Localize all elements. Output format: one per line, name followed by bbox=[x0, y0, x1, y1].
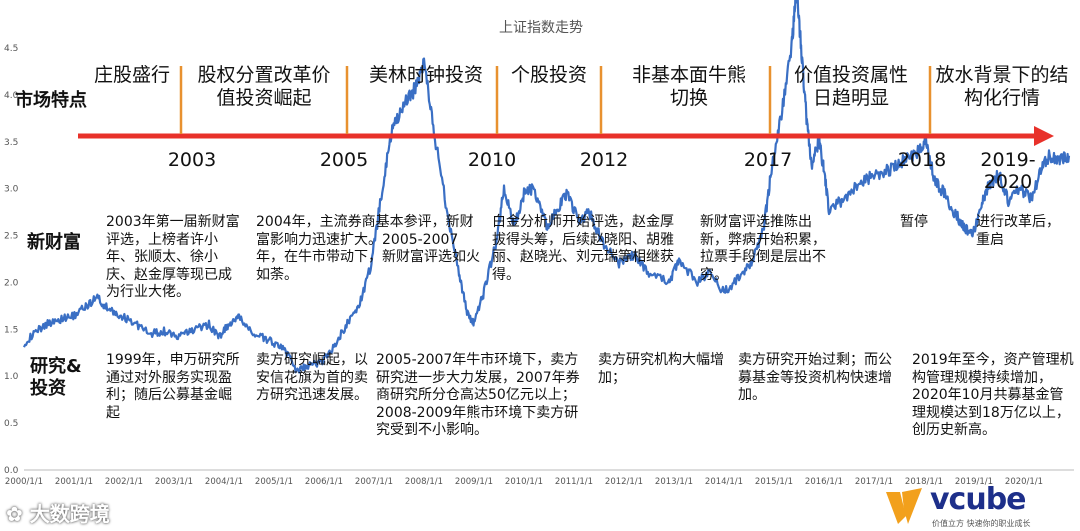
x-tick-label: 2010/1/1 bbox=[505, 477, 543, 487]
watermark-text: 大数跨境 bbox=[29, 502, 110, 526]
x-tick-label: 2012/1/1 bbox=[605, 477, 643, 487]
research-note: 卖方研究机构大幅增加； bbox=[598, 352, 724, 386]
series-line bbox=[23, 0, 1071, 374]
y-tick-label: 0.0 bbox=[4, 466, 19, 476]
chart-title: 上证指数走势 bbox=[499, 20, 583, 36]
y-axis: 0.0 0.5 1.0 1.5 2.0 2.5 3.0 3.5 4.0 4.5 bbox=[4, 44, 19, 476]
phase-label: 非基本面牛熊切换 bbox=[631, 64, 746, 109]
year-label: 2018 bbox=[897, 149, 947, 171]
x-tick-label: 2015/1/1 bbox=[755, 477, 793, 487]
year-label: 2017 bbox=[743, 149, 793, 171]
x-axis: 2000/1/1 2001/1/1 2002/1/1 2003/1/1 2004/1/1… bbox=[5, 477, 1043, 487]
brand-tagline: 价值立方 快速你的职业成长 bbox=[932, 519, 1031, 528]
y-tick-label: 1.5 bbox=[4, 325, 18, 335]
fortune-note: 暂停 bbox=[900, 214, 928, 230]
x-tick-label: 2020/1/1 bbox=[1005, 477, 1043, 487]
year-label: 2003 bbox=[167, 149, 217, 171]
year-label: 2019-2020 bbox=[980, 149, 1036, 193]
fortune-note: 进行改革后，重启 bbox=[976, 214, 1060, 248]
row-label-research: 研究&投资 bbox=[30, 356, 94, 400]
phase-label: 放水背景下的结构化行情 bbox=[935, 64, 1069, 109]
row-label-fortune: 新财富 bbox=[27, 232, 81, 253]
timeline-arrow bbox=[78, 126, 1054, 146]
research-note: 卖方研究崛起，以安信花旗为首的卖方研究迅速发展。 bbox=[256, 352, 368, 403]
watermark-logo: ✿ 大数跨境 bbox=[6, 498, 110, 527]
x-tick-label: 2003/1/1 bbox=[155, 477, 193, 487]
x-tick-label: 2007/1/1 bbox=[355, 477, 393, 487]
research-note: 1999年，申万研究所通过对外服务实现盈利；随后公募基金崛起 bbox=[106, 352, 240, 421]
year-label: 2005 bbox=[319, 149, 369, 171]
y-tick-label: 2.0 bbox=[4, 278, 19, 288]
x-tick-label: 2001/1/1 bbox=[55, 477, 93, 487]
x-tick-label: 2018/1/1 bbox=[905, 477, 943, 487]
research-note: 2019年至今，资产管理机构管理规模持续增加，2020年10月共募基金管理规模达… bbox=[912, 352, 1074, 438]
x-tick-label: 2011/1/1 bbox=[555, 477, 593, 487]
phase-label: 股权分置改革价值投资崛起 bbox=[197, 64, 331, 109]
y-tick-label: 4.5 bbox=[4, 44, 18, 54]
x-tick-label: 2019/1/1 bbox=[955, 477, 993, 487]
y-tick-label: 4.0 bbox=[4, 91, 19, 101]
x-tick-label: 2009/1/1 bbox=[455, 477, 493, 487]
x-tick-label: 2017/1/1 bbox=[855, 477, 893, 487]
x-tick-label: 2016/1/1 bbox=[805, 477, 843, 487]
brand-name: vcube bbox=[930, 482, 1027, 517]
x-tick-label: 2005/1/1 bbox=[255, 477, 293, 487]
row-label-market: 市场特点 bbox=[15, 90, 87, 111]
brand-mark-icon bbox=[886, 488, 922, 524]
phase-dividers bbox=[179, 66, 932, 134]
x-tick-label: 2000/1/1 bbox=[5, 477, 43, 487]
fortune-note: 新财富评选推陈出新，弊病开始积累，拉票手段倒是层出不穷。 bbox=[700, 214, 826, 283]
y-tick-label: 0.5 bbox=[4, 419, 18, 429]
fortune-note: 2004年，主流券商基本参评，新财富影响力迅速扩大。2005-2007年，在牛市… bbox=[256, 214, 480, 283]
y-tick-label: 1.0 bbox=[4, 372, 19, 382]
year-label: 2012 bbox=[579, 149, 629, 171]
x-tick-label: 2002/1/1 bbox=[105, 477, 143, 487]
timeline-arrow-head bbox=[1034, 126, 1054, 146]
research-note: 2005-2007年牛市环境下，卖方研究进一步大力发展，2007年券商研究所分仓… bbox=[376, 352, 580, 438]
y-tick-label: 3.0 bbox=[4, 185, 19, 195]
phase-label: 个股投资 bbox=[510, 64, 587, 86]
fortune-note: 2003年第一届新财富评选，上榜者许小年、张顺太、徐小庆、赵金厚等现已成为行业大… bbox=[106, 214, 240, 300]
watermark-icon: ✿ bbox=[6, 502, 23, 526]
phase-label: 价值投资属性日趋明显 bbox=[793, 64, 908, 109]
x-tick-label: 2014/1/1 bbox=[705, 477, 743, 487]
year-label: 2010 bbox=[467, 149, 517, 171]
x-tick-label: 2008/1/1 bbox=[405, 477, 443, 487]
phase-label: 庄股盛行 bbox=[93, 64, 170, 86]
row-label-research-text: 研究&投资 bbox=[30, 356, 82, 399]
fortune-note: 白金分析师开始评选，赵金厚拔得头筹，后续赵晓阳、胡雅丽、赵晓光、刘元瑞等相继获得… bbox=[492, 214, 674, 283]
x-tick-label: 2004/1/1 bbox=[205, 477, 243, 487]
x-tick-label: 2013/1/1 bbox=[655, 477, 693, 487]
y-tick-label: 2.5 bbox=[4, 232, 18, 242]
y-tick-label: 3.5 bbox=[4, 138, 18, 148]
x-tick-label: 2006/1/1 bbox=[305, 477, 343, 487]
research-note: 卖方研究开始过剩；而公募基金等投资机构快速增加。 bbox=[738, 352, 892, 403]
phase-label: 美林时钟投资 bbox=[368, 64, 483, 86]
brand-logo: vcube 价值立方 快速你的职业成长 bbox=[884, 482, 1074, 530]
